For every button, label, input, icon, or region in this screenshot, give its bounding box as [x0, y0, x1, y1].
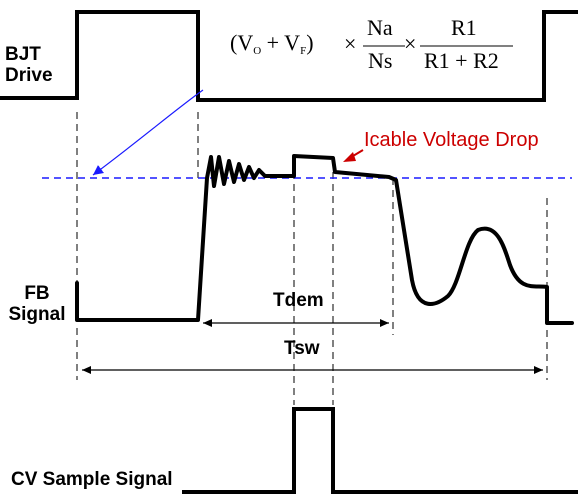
icable-drop-arrowhead: [343, 152, 356, 162]
tdem-label: Tdem: [273, 290, 324, 311]
formula-r1: R1: [451, 15, 477, 40]
bjt-drive-label: BJT Drive: [5, 44, 53, 86]
tsw-label: Tsw: [284, 338, 320, 359]
bjt-drive-waveform: [0, 10, 578, 102]
fb-signal-label: FB Signal: [8, 283, 66, 325]
formula-ns: Ns: [368, 48, 393, 73]
icable-drop-label: Icable Voltage Drop: [364, 129, 539, 151]
fb-signal-waveform: [75, 154, 574, 325]
timing-reference-lines: [76, 112, 548, 405]
formula-r1-plus-r2: R1 + R2: [424, 48, 499, 73]
formula-na: Na: [367, 15, 393, 40]
formula-vo-vf: (VO + VF): [230, 30, 314, 57]
formula-times-1: ×: [344, 31, 357, 56]
cv-sample-label: CV Sample Signal: [11, 469, 173, 490]
formula-pointer-arrow: [92, 89, 204, 176]
formula-times-2: ×: [404, 31, 417, 56]
cv-sample-waveform: [182, 407, 578, 494]
